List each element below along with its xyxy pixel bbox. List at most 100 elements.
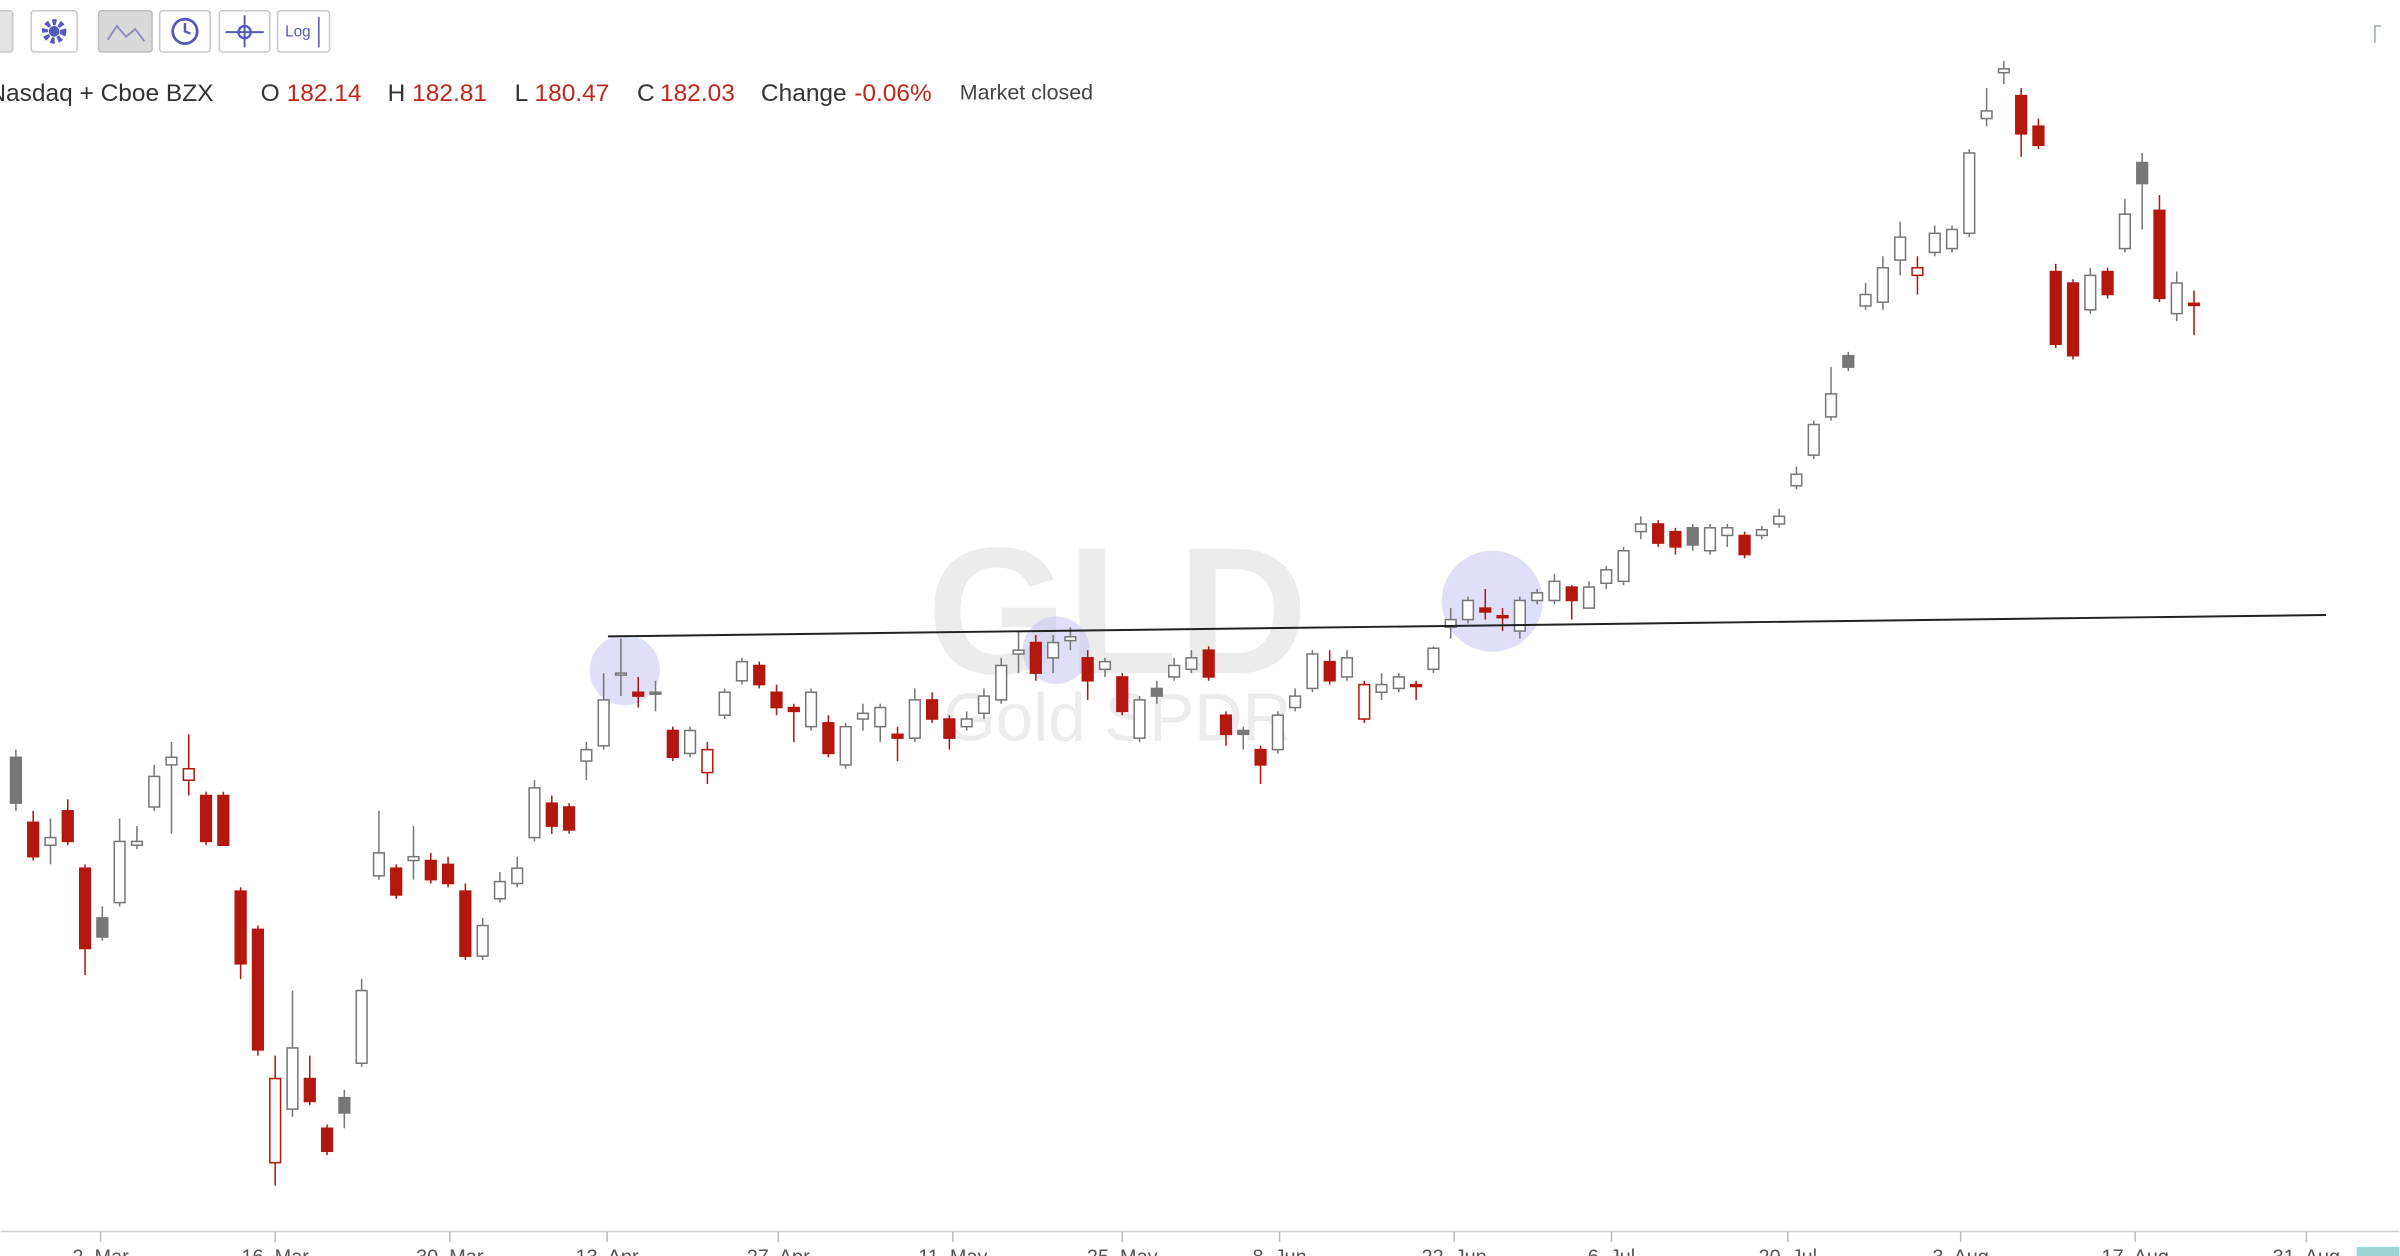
candle-body xyxy=(441,863,455,885)
candle-body xyxy=(1945,228,1959,250)
candle-body xyxy=(1634,523,1647,533)
chart-style-button[interactable] xyxy=(97,9,153,53)
candle-body xyxy=(960,718,973,728)
candle-body xyxy=(234,890,247,965)
candle-body xyxy=(511,867,524,885)
candle-body xyxy=(943,718,956,739)
candle-body xyxy=(1928,232,1941,254)
log-button[interactable] xyxy=(276,9,331,53)
candle-body xyxy=(1548,580,1561,602)
candle-body xyxy=(2170,282,2183,315)
candle-body xyxy=(1842,354,1855,368)
candle-body xyxy=(1323,660,1336,682)
candle-body xyxy=(701,748,714,774)
candle-body xyxy=(1980,110,1993,120)
candle-body xyxy=(1807,423,1820,456)
candle-body xyxy=(1271,714,1284,751)
candle-body xyxy=(269,1077,282,1164)
x-tick-label: 22. Jun xyxy=(1422,1247,1487,1256)
candle-body xyxy=(1963,152,1976,235)
candle-body xyxy=(1289,695,1302,709)
candle-body xyxy=(182,767,195,781)
candle-body xyxy=(1531,592,1544,602)
candle-body xyxy=(995,664,1008,701)
candle-body xyxy=(1392,676,1405,690)
candle-body xyxy=(493,880,507,900)
candle-body xyxy=(1565,586,1578,602)
candle-body xyxy=(1617,549,1630,583)
clock-icon xyxy=(183,22,191,35)
candle-body xyxy=(597,699,610,747)
candle-body xyxy=(925,699,939,720)
candle-body xyxy=(148,775,161,808)
candle-body xyxy=(1997,68,2010,74)
candle-body xyxy=(27,821,40,858)
candle-body xyxy=(1496,614,1509,619)
ohlc-value: 180.47 xyxy=(535,80,610,107)
candle-body xyxy=(1340,657,1354,678)
x-tick-label: 20. Jul xyxy=(1759,1247,1818,1256)
candle-body xyxy=(1790,473,1803,487)
candle-body xyxy=(165,756,178,766)
candle-body xyxy=(2187,302,2201,307)
toolbar-button[interactable] xyxy=(0,9,14,53)
x-tick-label: 27. Apr xyxy=(747,1247,810,1256)
candle-body xyxy=(1859,293,1872,307)
candle-body xyxy=(476,924,489,957)
candle-body xyxy=(666,729,679,759)
candle-body xyxy=(286,1047,299,1110)
candle-body xyxy=(632,691,645,697)
candle-body xyxy=(1219,714,1233,736)
change-label: Change xyxy=(761,80,847,107)
candle-body xyxy=(2101,270,2114,296)
candle-body xyxy=(1738,534,1751,556)
candle-body xyxy=(2015,94,2028,135)
x-tick-label: 25. May xyxy=(1087,1247,1158,1256)
candle-body xyxy=(407,855,420,862)
candle-body xyxy=(1081,657,1094,682)
candle-body xyxy=(1375,683,1388,694)
candle-body xyxy=(61,810,74,843)
candle-body xyxy=(1202,649,1215,678)
x-tick-label: 2. Mar xyxy=(72,1247,129,1256)
candle-body xyxy=(9,756,23,804)
candle-body xyxy=(839,725,852,766)
candle-body xyxy=(355,989,368,1065)
candle-body xyxy=(1358,683,1371,720)
candle-body xyxy=(649,691,662,695)
candle-body xyxy=(1773,515,1786,525)
candle-body xyxy=(2049,270,2062,345)
candle-body xyxy=(891,733,904,739)
candle-body xyxy=(1686,527,1699,546)
ohlc-label: C xyxy=(637,80,655,107)
candle-body xyxy=(459,890,472,957)
candle-body xyxy=(1461,599,1475,621)
ohlc-value: 182.14 xyxy=(287,80,362,107)
x-tick-label: 17. Aug xyxy=(2102,1247,2169,1256)
candle-body xyxy=(1116,676,1129,713)
change-value: -0.06% xyxy=(854,80,932,107)
fullscreen-icon[interactable] xyxy=(2374,25,2382,43)
candle-body xyxy=(1513,599,1526,632)
candle-body xyxy=(528,787,541,839)
candle-body xyxy=(1150,687,1163,697)
exchange: Nasdaq + Cboe BZX xyxy=(0,80,213,107)
candle-body xyxy=(1046,641,1060,659)
candle-body xyxy=(787,706,800,713)
candle-body xyxy=(1479,607,1492,613)
market-status: Market closed xyxy=(960,80,1093,104)
highlight-circle xyxy=(589,634,660,706)
candle-body xyxy=(1652,523,1665,544)
candle-body xyxy=(1254,748,1267,766)
clock-icon xyxy=(171,17,199,45)
x-tick-label: 3. Aug xyxy=(1932,1247,1988,1256)
candle-body xyxy=(770,691,783,709)
ohlc-label: L xyxy=(515,80,529,107)
candle-body xyxy=(735,660,749,682)
candle-body xyxy=(718,691,731,716)
candle-body xyxy=(545,802,558,827)
candle-body xyxy=(1669,530,1682,548)
trend-line xyxy=(607,614,2326,638)
log-label: Log xyxy=(285,24,311,41)
candle-body xyxy=(113,840,126,904)
